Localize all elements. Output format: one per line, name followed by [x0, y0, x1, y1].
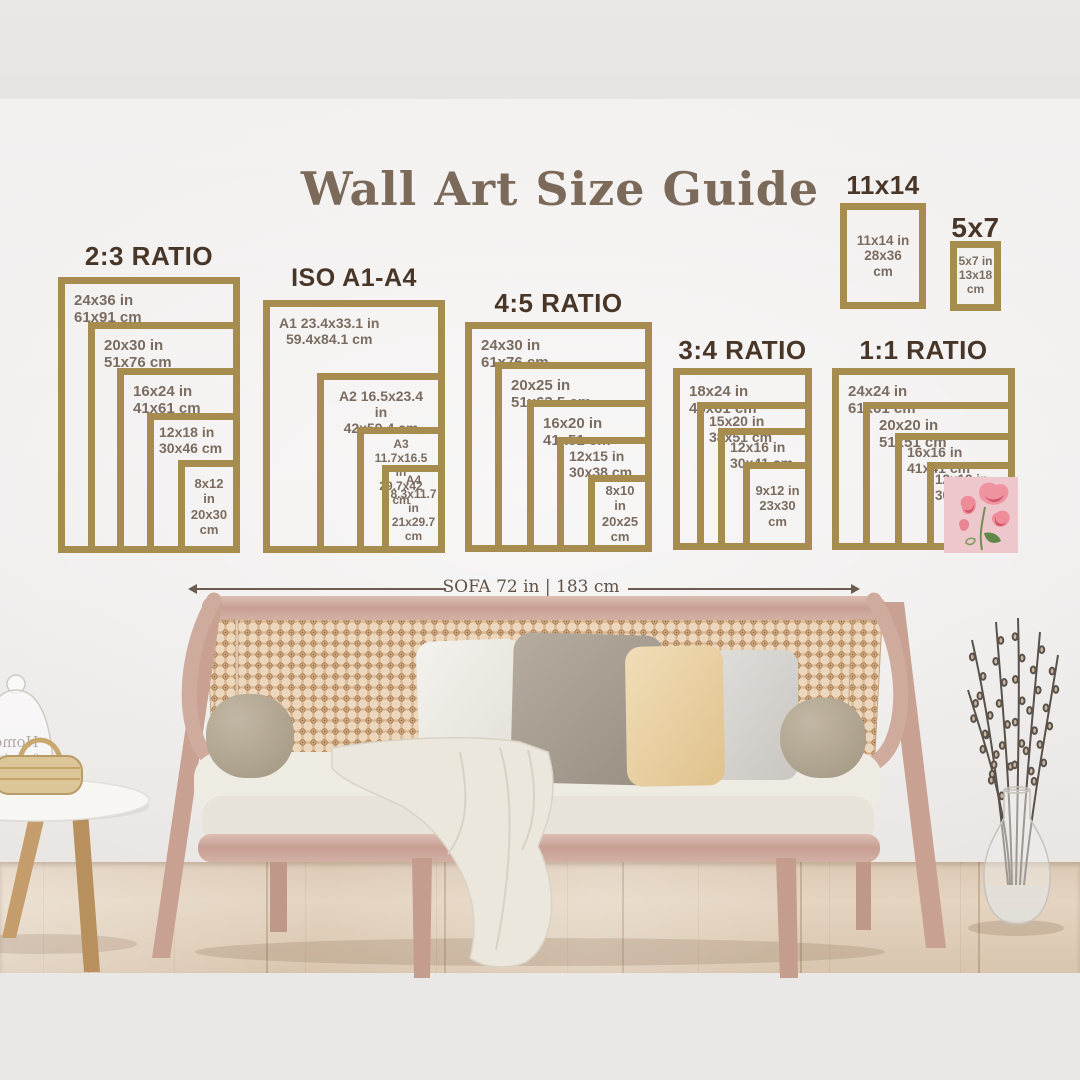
- group-header: 2:3 RATIO: [84, 241, 214, 271]
- frame-size: 16x20 in: [543, 415, 603, 432]
- size-frame: 8x10 in 20x25 cm: [588, 475, 652, 552]
- size-frame: 9x12 in 23x30 cm: [743, 462, 812, 550]
- sweet-pea-illustration: [944, 477, 1018, 553]
- frame-size: 15x20 in: [709, 413, 765, 429]
- frame-size: A2 16.5x23.4 in: [338, 388, 424, 421]
- frame-name: A4: [405, 473, 422, 488]
- frame-size: 12x18 in: [159, 424, 215, 440]
- frame-metric: 13x18 cm: [958, 268, 993, 296]
- arrow-right-icon: [851, 584, 860, 594]
- frame-size: 20x20 in: [879, 417, 939, 434]
- group-header: 3:4 RATIO: [678, 335, 807, 365]
- frame-metric: 51x76 cm: [104, 354, 172, 372]
- size-frame: A4 8.3x11.7 in 21x29.7 cm: [382, 465, 445, 553]
- flower-blooms: [959, 482, 1010, 531]
- frame-size: 12x16 in: [730, 439, 786, 455]
- frame-metric: 29.7x42 cm: [379, 478, 423, 507]
- size-frame: 8x12 in 20x30 cm: [178, 460, 240, 553]
- frame-size: 20x25 in: [511, 377, 571, 394]
- frame-metric: 30x46 cm: [159, 440, 223, 457]
- frame-size: 20x30 in: [104, 337, 164, 354]
- frame-metric: 28x36 cm: [864, 248, 902, 279]
- frame-size: 18x24 in: [689, 383, 749, 400]
- arrow-left-icon: [188, 584, 197, 594]
- frame-size: 12x15 in: [569, 448, 625, 464]
- flower-art-thumbnail: [944, 477, 1018, 553]
- frame-size: 16x24 in: [133, 383, 193, 400]
- frame-size: 16x16 in: [907, 444, 963, 460]
- group-header: 11x14: [846, 170, 920, 200]
- frame-metric: 20x25 cm: [601, 513, 639, 544]
- frame-metric: 23x30 cm: [759, 498, 796, 529]
- frame-size: 24x30 in: [481, 337, 541, 354]
- frame-size: A1 23.4x33.1 in: [279, 315, 380, 331]
- page-title: Wall Art Size Guide: [300, 162, 820, 216]
- frame-size: 11x14 in: [856, 232, 910, 248]
- group-header: 1:1 RATIO: [859, 335, 988, 365]
- group-header: 4:5 RATIO: [494, 288, 623, 318]
- sofa-measure-label: SOFA 72 in | 183 cm: [442, 577, 620, 597]
- frame-size: 5x7 in: [958, 254, 993, 269]
- measure-line-left: [188, 584, 446, 594]
- frame-metric: 21x29.7 cm: [391, 514, 436, 543]
- frame-size: 8.3x11.7 in: [390, 487, 437, 516]
- frame-metric: 59.4x84.1 cm: [286, 331, 373, 348]
- size-frame: 5x7 in 13x18 cm: [950, 241, 1001, 311]
- frame-size: 8x12 in: [194, 476, 224, 507]
- group-header: ISO A1-A4: [291, 264, 417, 292]
- frame-size: 8x10 in: [605, 483, 635, 514]
- size-frame: 11x14 in 28x36 cm: [840, 203, 926, 309]
- frame-metric: 20x30 cm: [190, 506, 228, 537]
- measure-line-right: [628, 584, 860, 594]
- group-header: 5x7: [951, 212, 1000, 243]
- bottom-gray-band: [0, 973, 1080, 1080]
- frame-size: 9x12 in: [755, 483, 800, 499]
- frame-size: 24x24 in: [848, 383, 908, 400]
- frame-size: 24x36 in: [74, 292, 134, 309]
